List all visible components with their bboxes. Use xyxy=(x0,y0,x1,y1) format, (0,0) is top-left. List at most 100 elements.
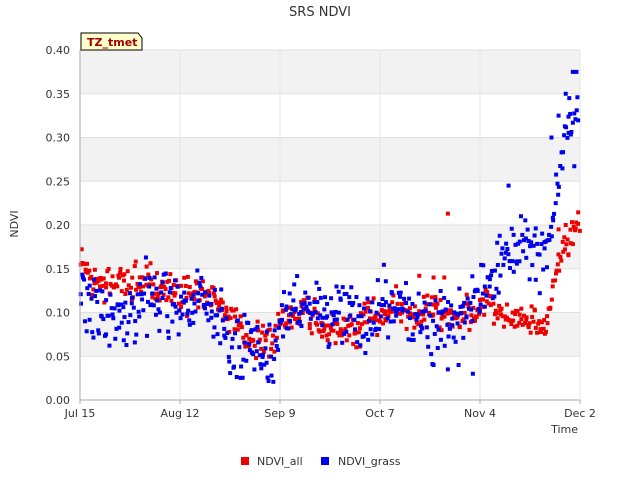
data-point xyxy=(439,328,444,333)
plot-band xyxy=(80,181,580,225)
data-point xyxy=(315,322,320,327)
data-point xyxy=(457,286,462,291)
data-point xyxy=(169,298,174,303)
data-point xyxy=(415,314,420,319)
data-point xyxy=(159,283,164,288)
data-point xyxy=(445,367,450,372)
data-point xyxy=(104,332,109,337)
data-point xyxy=(386,335,391,340)
data-point xyxy=(259,346,264,351)
data-point xyxy=(98,288,103,293)
data-point xyxy=(339,333,344,338)
data-point xyxy=(394,284,399,289)
data-point xyxy=(82,277,87,282)
data-point xyxy=(155,295,160,300)
data-point xyxy=(182,275,187,280)
data-point xyxy=(456,312,461,317)
data-point xyxy=(272,356,277,361)
data-point xyxy=(219,297,224,302)
data-point xyxy=(238,321,243,326)
data-point xyxy=(570,69,575,74)
data-point xyxy=(366,300,371,305)
data-point xyxy=(514,259,519,264)
data-point xyxy=(325,338,330,343)
data-point xyxy=(220,318,225,323)
data-point xyxy=(391,293,396,298)
data-point xyxy=(570,242,575,247)
data-point xyxy=(545,321,550,326)
data-point xyxy=(436,327,441,332)
data-point xyxy=(344,291,349,296)
data-point xyxy=(297,316,302,321)
data-point xyxy=(513,312,518,317)
data-point xyxy=(195,268,200,273)
chart-title: SRS NDVI xyxy=(289,5,351,20)
data-point xyxy=(183,298,188,303)
data-point xyxy=(217,304,222,309)
data-point xyxy=(149,302,154,307)
plot-band xyxy=(80,137,580,182)
data-point xyxy=(238,314,243,319)
data-point xyxy=(224,316,229,321)
data-point xyxy=(558,254,563,259)
data-point xyxy=(115,284,120,289)
data-point xyxy=(425,335,430,340)
data-point xyxy=(232,364,237,369)
data-point xyxy=(281,334,286,339)
data-point xyxy=(315,311,320,316)
data-point xyxy=(484,299,489,304)
data-point xyxy=(359,314,364,319)
data-point xyxy=(121,338,126,343)
data-point xyxy=(212,325,217,330)
data-point xyxy=(179,304,184,309)
badge: TZ_tmet xyxy=(80,32,143,51)
data-point xyxy=(508,266,513,271)
data-point xyxy=(163,271,168,276)
data-point xyxy=(225,331,230,336)
data-point xyxy=(218,341,223,346)
data-point xyxy=(410,332,415,337)
data-point xyxy=(494,286,499,291)
data-point xyxy=(480,291,485,296)
data-point xyxy=(517,312,522,317)
data-point xyxy=(118,270,123,275)
data-point xyxy=(303,290,308,295)
data-point xyxy=(524,317,529,322)
data-point xyxy=(557,268,562,273)
data-point xyxy=(350,303,355,308)
data-point xyxy=(267,322,272,327)
data-point xyxy=(342,331,347,336)
data-point xyxy=(79,301,84,306)
data-point xyxy=(341,329,346,334)
y-tick-label: 0.15 xyxy=(46,263,71,276)
data-point xyxy=(224,309,229,314)
data-point xyxy=(469,313,474,318)
data-point xyxy=(509,322,514,327)
data-point xyxy=(531,319,536,324)
data-point xyxy=(388,319,393,324)
data-point xyxy=(166,329,171,334)
data-point xyxy=(231,308,236,313)
data-point xyxy=(417,309,422,314)
data-point xyxy=(192,289,197,294)
data-point xyxy=(344,329,349,334)
data-point xyxy=(165,314,170,319)
data-point xyxy=(306,295,311,300)
data-point xyxy=(380,321,385,326)
data-point xyxy=(567,96,572,101)
data-point xyxy=(410,312,415,317)
data-point xyxy=(263,346,268,351)
data-point xyxy=(422,300,427,305)
data-point xyxy=(139,292,144,297)
data-point xyxy=(261,349,266,354)
data-point xyxy=(338,327,343,332)
data-point xyxy=(442,275,447,280)
data-point xyxy=(524,255,529,260)
data-point xyxy=(107,343,112,348)
data-point xyxy=(153,312,158,317)
data-point xyxy=(510,310,515,315)
data-point xyxy=(355,340,360,345)
data-point xyxy=(162,284,167,289)
data-point xyxy=(464,292,469,297)
data-point xyxy=(555,181,560,186)
